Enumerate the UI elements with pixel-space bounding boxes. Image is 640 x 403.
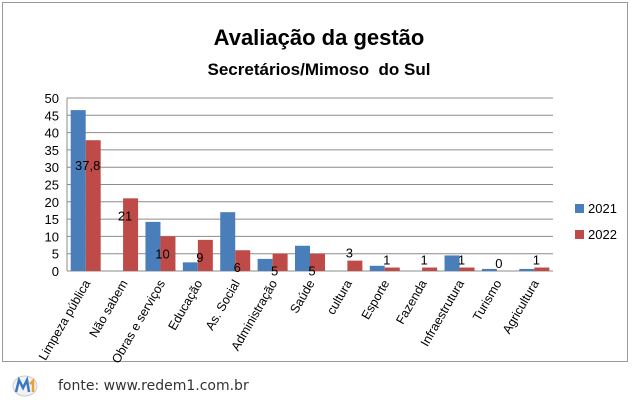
y-tick-label: 40 [45,126,59,141]
bar-2021 [481,268,497,271]
legend-swatch-2021 [575,204,584,213]
category-label: As. Social [203,278,243,333]
legend-swatch-2022 [575,230,584,239]
category-label: Não sabem [87,278,131,340]
y-tick-label: 5 [52,247,59,262]
bar-2022 [459,267,475,271]
y-tick-label: 25 [45,178,59,193]
y-tick-label: 0 [52,264,59,279]
chart: Avaliação da gestão Secretários/Mimoso d… [36,25,617,363]
y-tick-label: 50 [45,91,59,106]
y-tick-label: 10 [45,229,59,244]
data-label: 3 [346,246,353,261]
category-label: Turismo [470,277,504,323]
legend-label: 2021 [588,201,617,216]
y-tick-label: 20 [45,195,59,210]
category-label: Agricultura [500,277,542,336]
redem1-logo-icon [12,375,38,397]
bar-2022 [384,267,400,271]
data-label: 21 [118,208,132,223]
data-label: 5 [271,264,278,279]
category-label: Saúde [287,277,317,315]
bar-2022 [85,140,101,271]
data-label: 5 [308,264,315,279]
bar-2022 [347,260,363,271]
bar-2021 [220,212,236,271]
y-tick-label: 45 [45,108,59,123]
bar-2021 [182,262,198,271]
bar-2021 [519,268,535,271]
bar-2021 [257,258,273,271]
category-label: Limpeza pública [36,277,93,362]
bar-2021 [145,221,161,271]
bar-2021 [70,110,86,271]
chart-title: Avaliação da gestão [214,25,425,50]
y-tick-label: 15 [45,212,59,227]
bar-2022 [422,267,438,271]
bar-2022 [310,253,325,271]
category-label: Esporte [359,277,393,321]
category-label: cultura [324,277,355,317]
data-label: 37,8 [75,158,100,173]
data-label: 9 [196,250,203,265]
bar-2022 [534,267,550,271]
bar-2022 [272,253,288,271]
data-label: 1 [458,253,465,268]
y-tick-label: 35 [45,143,59,158]
bar-2022 [123,198,139,271]
footer: fonte: www.redem1.com.br [12,374,249,398]
data-label: 10 [155,246,169,261]
data-label: 0 [495,256,502,271]
data-label: 1 [421,253,428,268]
bar-2021 [369,265,385,271]
bar-2022 [160,236,176,271]
bar-2022 [235,250,251,271]
source-text: fonte: www.redem1.com.br [58,378,249,394]
data-label: 1 [533,253,540,268]
category-label: Educação [166,277,206,332]
bar-2021 [295,245,310,271]
data-label: 1 [383,253,390,268]
chart-frame: Avaliação da gestão Secretários/Mimoso d… [2,2,628,363]
chart-subtitle: Secretários/Mimoso do Sul [208,60,431,79]
legend-label: 2022 [588,227,617,242]
bar-2022 [197,239,213,271]
bar-2021 [444,255,460,271]
y-tick-label: 30 [45,160,59,175]
category-label: Fazenda [393,277,429,326]
data-label: 6 [234,260,241,275]
